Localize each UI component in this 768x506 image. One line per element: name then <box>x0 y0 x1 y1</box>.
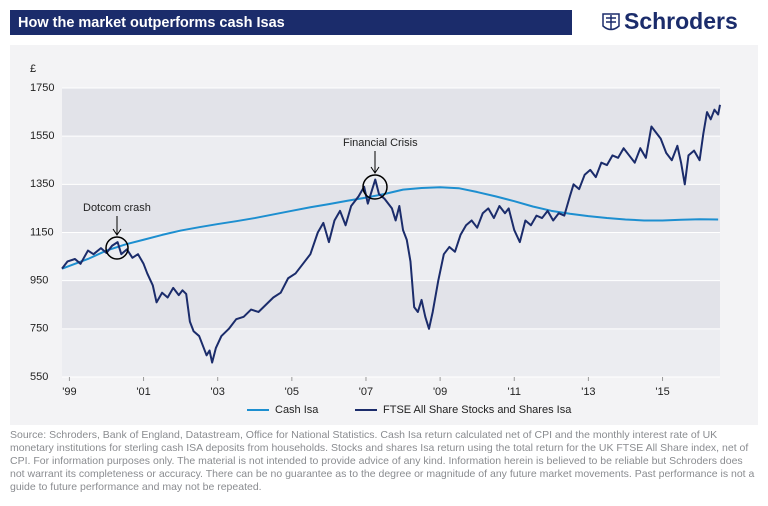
legend: Cash Isa FTSE All Share Stocks and Shares… <box>247 404 572 416</box>
annotation-label: Financial Crisis <box>343 137 418 149</box>
x-tick-label: '07 <box>359 386 373 398</box>
x-tick-label: '11 <box>507 386 521 398</box>
annotation-label: Dotcom crash <box>83 202 151 214</box>
x-tick-label: '05 <box>285 386 299 398</box>
y-tick-label: 1750 <box>30 82 54 94</box>
y-axis-label: £ <box>30 63 36 75</box>
x-tick-label: '13 <box>581 386 595 398</box>
annotation-crisis <box>362 151 388 200</box>
source-note: Source: Schroders, Bank of England, Data… <box>10 429 755 493</box>
y-tick-label: 1550 <box>30 130 54 142</box>
grid-band <box>62 328 720 377</box>
x-tick-label: '09 <box>433 386 447 398</box>
x-tick-label: '99 <box>62 386 76 398</box>
x-tick-label: '01 <box>136 386 150 398</box>
header-bar <box>10 10 572 35</box>
y-tick-label: 1350 <box>30 178 54 190</box>
annotation-dotcom <box>105 216 129 260</box>
x-tick-label: '15 <box>655 386 669 398</box>
header-title: How the market outperforms cash Isas <box>18 15 285 31</box>
grid-band <box>62 232 720 281</box>
logo-emblem <box>602 13 620 31</box>
grid-band <box>62 88 720 137</box>
logo-text: Schroders <box>624 8 738 34</box>
plot: 550 750 950 1150 1350 1550 1750 '99 '01 '03 '05 '07… <box>30 82 721 398</box>
y-tick-label: 750 <box>30 323 48 335</box>
series-line <box>61 104 721 364</box>
y-tick-label: 550 <box>30 371 48 383</box>
legend-label: Cash Isa <box>275 404 319 416</box>
legend-label: FTSE All Share Stocks and Shares Isa <box>383 404 572 416</box>
y-tick-label: 950 <box>30 275 48 287</box>
y-tick-label: 1150 <box>30 226 54 238</box>
grid-band <box>62 280 720 329</box>
series-line <box>61 186 719 270</box>
x-tick-label: '03 <box>211 386 225 398</box>
